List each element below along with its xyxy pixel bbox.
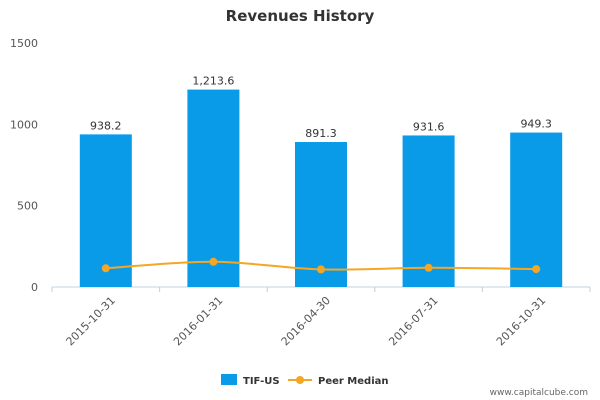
bar-2016-10-31[interactable] <box>510 132 563 287</box>
bar-2016-07-31[interactable] <box>402 135 455 287</box>
x-axis-tick-marks <box>51 287 591 292</box>
y-tick-label: 500 <box>17 200 38 213</box>
y-tick-label: 1500 <box>10 37 38 50</box>
x-tick-label: 2016-01-31 <box>171 294 225 348</box>
bar-value-label: 1,213.6 <box>192 75 234 88</box>
bar-2016-04-30[interactable] <box>295 142 347 287</box>
bar-value-label: 931.6 <box>413 120 445 133</box>
legend-label-peer-median: Peer Median <box>318 376 389 387</box>
bar-2015-10-31[interactable] <box>79 134 132 287</box>
bar-value-label: 891.3 <box>305 127 337 140</box>
credit-text[interactable]: www.capitalcube.com <box>490 388 588 398</box>
x-tick-label: 2016-04-30 <box>279 294 333 348</box>
peer-median-series <box>101 257 541 274</box>
x-tick-label: 2016-07-31 <box>386 294 440 348</box>
bar-value-label: 938.2 <box>90 119 122 132</box>
peer-median-point[interactable] <box>424 263 433 272</box>
legend[interactable]: TIF-US Peer Median <box>221 374 389 387</box>
x-tick-label: 2015-10-31 <box>64 294 118 348</box>
peer-median-point[interactable] <box>209 257 218 266</box>
legend-swatch-tif-us <box>221 374 237 385</box>
bar-2016-01-31[interactable] <box>187 89 240 287</box>
chart-title: Revenues History <box>226 7 375 25</box>
peer-median-point[interactable] <box>101 264 110 273</box>
y-tick-label: 1000 <box>10 118 38 131</box>
legend-label-tif-us: TIF-US <box>243 376 280 387</box>
y-axis: 0 500 1000 1500 <box>10 37 38 294</box>
y-tick-label: 0 <box>31 281 38 294</box>
peer-median-point[interactable] <box>317 265 325 274</box>
legend-marker-peer-median <box>296 376 304 384</box>
bar-data-labels: 938.2 1,213.6 891.3 931.6 949.3 <box>90 75 552 140</box>
peer-median-point[interactable] <box>532 265 541 274</box>
x-axis-labels: 2015-10-31 2016-01-31 2016-04-30 2016-07-31… <box>64 294 549 348</box>
bar-series <box>79 89 563 287</box>
bar-value-label: 949.3 <box>520 118 552 131</box>
x-tick-label: 2016-10-31 <box>494 294 548 348</box>
